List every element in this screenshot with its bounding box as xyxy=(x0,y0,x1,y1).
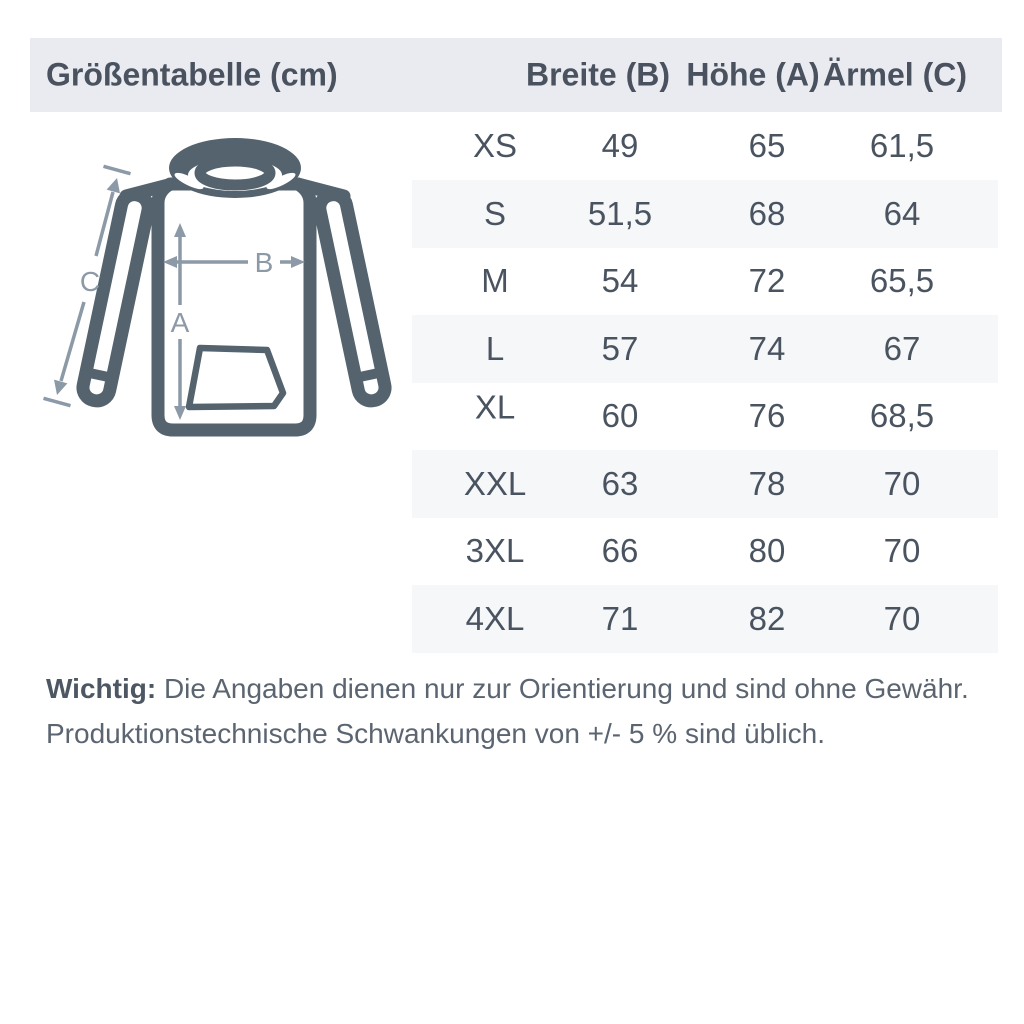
value-aermel: 70 xyxy=(883,599,921,637)
dimension-label-a: A xyxy=(171,307,190,338)
value-aermel: 68,5 xyxy=(869,397,935,434)
dimension-arrows xyxy=(43,164,305,420)
value-breite: 71 xyxy=(601,599,639,637)
value-hoehe: 76 xyxy=(748,397,786,434)
table-row: M 54 72 65,5 xyxy=(30,247,1002,315)
value-hoehe: 78 xyxy=(748,464,786,502)
column-header-aermel: Ärmel (C) xyxy=(822,56,968,93)
size-label: 3XL xyxy=(465,532,525,569)
left-shoulder-seam xyxy=(119,177,179,203)
hoodie-measurement-diagram: A B C xyxy=(43,138,392,437)
value-aermel: 61,5 xyxy=(869,127,935,164)
page-title: Größentabelle (cm) xyxy=(46,56,338,93)
disclaimer-line-1: Wichtig: Die Angaben dienen nur zur Orie… xyxy=(46,666,986,711)
size-label: XL xyxy=(474,388,516,426)
value-hoehe: 74 xyxy=(748,329,786,367)
hoodie-pocket xyxy=(185,344,287,411)
hoodie-right-sleeve xyxy=(313,188,392,408)
table-row: S 51,5 68 64 xyxy=(30,179,1002,248)
value-aermel: 65,5 xyxy=(869,262,935,299)
disclaimer-note: Wichtig: Die Angaben dienen nur zur Orie… xyxy=(46,666,986,756)
table-row: XS 49 65 61,5 xyxy=(30,112,1002,180)
hoodie-hood xyxy=(169,138,301,198)
size-label: 4XL xyxy=(465,599,525,637)
value-breite: 63 xyxy=(601,464,639,502)
table-row: XL 60 76 68,5 xyxy=(30,382,1002,450)
value-hoehe: 72 xyxy=(748,262,786,299)
value-breite: 57 xyxy=(601,329,639,367)
value-hoehe: 82 xyxy=(748,599,786,637)
value-aermel: 70 xyxy=(883,464,921,502)
value-hoehe: 65 xyxy=(748,127,786,164)
hoodie-left-sleeve xyxy=(76,188,155,408)
value-hoehe: 68 xyxy=(748,194,786,232)
size-label: M xyxy=(481,262,509,299)
table-row: 4XL 71 82 70 xyxy=(30,584,1002,653)
value-breite: 49 xyxy=(601,127,639,164)
value-breite: 51,5 xyxy=(587,194,653,232)
column-header-breite: Breite (B) xyxy=(525,56,671,93)
value-aermel: 64 xyxy=(883,194,921,232)
right-shoulder-seam xyxy=(291,177,351,203)
value-breite: 66 xyxy=(601,532,639,569)
table-rows: XS 49 65 61,5 S 51,5 68 64 M 54 72 65,5 L 57 74 67 XL 60 7… xyxy=(30,112,1002,653)
dimension-label-c: C xyxy=(80,266,100,297)
value-aermel: 70 xyxy=(883,532,921,569)
size-label: XS xyxy=(472,127,518,164)
table-header-band: Größentabelle (cm) Breite (B) Höhe (A) Ä… xyxy=(30,38,1002,112)
table-row: XXL 63 78 70 xyxy=(30,449,1002,518)
disclaimer-bold-word: Wichtig: xyxy=(46,673,157,704)
dimension-label-b: B xyxy=(255,247,274,278)
value-hoehe: 80 xyxy=(748,532,786,569)
value-aermel: 67 xyxy=(883,329,921,367)
size-label: S xyxy=(483,194,507,232)
column-header-hoehe: Höhe (A) xyxy=(686,56,820,93)
size-label: XXL xyxy=(463,464,527,502)
size-label: L xyxy=(485,329,505,367)
value-breite: 54 xyxy=(601,262,639,299)
table-row: L 57 74 67 xyxy=(30,314,1002,383)
disclaimer-line-2: Produktionstechnische Schwankungen von +… xyxy=(46,718,826,749)
value-breite: 60 xyxy=(601,397,639,434)
table-row: 3XL 66 80 70 xyxy=(30,517,1002,585)
disclaimer-line-1-text: Die Angaben dienen nur zur Orientierung … xyxy=(156,673,969,704)
